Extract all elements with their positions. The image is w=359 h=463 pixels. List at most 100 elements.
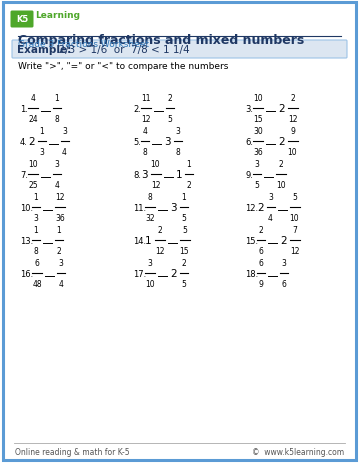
- Text: 3: 3: [175, 127, 180, 136]
- Text: 5: 5: [181, 279, 186, 288]
- Text: 3.: 3.: [245, 105, 253, 114]
- Text: 25: 25: [28, 181, 38, 189]
- Text: Grade 3 Fractions Worksheet: Grade 3 Fractions Worksheet: [18, 40, 149, 49]
- Text: 1: 1: [176, 169, 182, 180]
- Text: 1: 1: [34, 193, 38, 201]
- Text: ©  www.k5learning.com: © www.k5learning.com: [252, 447, 344, 456]
- Text: 11.: 11.: [133, 204, 146, 213]
- Text: 6: 6: [258, 246, 264, 256]
- Text: 13.: 13.: [20, 237, 33, 245]
- Text: 16.: 16.: [20, 269, 33, 278]
- Text: 10: 10: [288, 148, 297, 156]
- Text: 2: 2: [168, 94, 172, 103]
- Text: 48: 48: [32, 279, 42, 288]
- Text: 4: 4: [268, 213, 273, 223]
- Text: 1: 1: [181, 193, 186, 201]
- Text: 7: 7: [292, 225, 297, 234]
- Text: 3: 3: [281, 258, 286, 268]
- Text: 3: 3: [59, 258, 64, 268]
- Text: 3: 3: [164, 137, 171, 147]
- Text: 2: 2: [181, 258, 186, 268]
- FancyBboxPatch shape: [3, 3, 356, 460]
- Text: 5: 5: [292, 193, 297, 201]
- Text: 6: 6: [34, 258, 39, 268]
- Text: 3: 3: [39, 148, 44, 156]
- Text: 8.: 8.: [133, 171, 141, 180]
- Text: 2: 2: [279, 160, 283, 169]
- Text: 8: 8: [55, 115, 59, 124]
- Text: 15: 15: [180, 246, 189, 256]
- Text: 7.: 7.: [20, 171, 28, 180]
- Text: 5: 5: [181, 213, 186, 223]
- Text: 12: 12: [155, 246, 164, 256]
- Text: 8: 8: [148, 193, 152, 201]
- Text: Comparing fractions and mixed numbers: Comparing fractions and mixed numbers: [18, 34, 304, 47]
- Text: 2/3 > 1/6  or  7/8 < 1 1/4: 2/3 > 1/6 or 7/8 < 1 1/4: [52, 45, 190, 55]
- Text: 12: 12: [151, 181, 160, 189]
- Text: 10: 10: [151, 160, 160, 169]
- Text: 2: 2: [257, 202, 264, 213]
- Text: K5: K5: [16, 15, 28, 25]
- Text: 18.: 18.: [245, 269, 258, 278]
- Text: 2: 2: [187, 181, 191, 189]
- Text: 6: 6: [281, 279, 286, 288]
- Text: 2: 2: [280, 236, 286, 245]
- Text: 3: 3: [148, 258, 153, 268]
- Text: Example:: Example:: [17, 45, 71, 55]
- Text: 10: 10: [145, 279, 155, 288]
- Text: 5: 5: [182, 225, 187, 234]
- Text: 3: 3: [55, 160, 60, 169]
- Text: Online reading & math for K-5: Online reading & math for K-5: [15, 447, 130, 456]
- Text: 4: 4: [55, 181, 60, 189]
- Text: 5: 5: [255, 181, 260, 189]
- Text: 2: 2: [57, 246, 61, 256]
- Text: 2: 2: [278, 104, 285, 114]
- Text: 3: 3: [255, 160, 260, 169]
- Text: 10.: 10.: [20, 204, 33, 213]
- Text: 1: 1: [187, 160, 191, 169]
- Text: 2.: 2.: [133, 105, 141, 114]
- Text: 8: 8: [34, 246, 38, 256]
- Text: Write ">", "=" or "<" to compare the numbers: Write ">", "=" or "<" to compare the num…: [18, 62, 228, 71]
- Text: 1: 1: [57, 225, 61, 234]
- Text: 30: 30: [253, 127, 263, 136]
- Text: 9: 9: [258, 279, 264, 288]
- Text: 1: 1: [34, 225, 38, 234]
- Text: 4: 4: [31, 94, 36, 103]
- Text: 17.: 17.: [133, 269, 146, 278]
- Text: 36: 36: [55, 213, 65, 223]
- Text: 3: 3: [141, 169, 148, 180]
- Text: 2: 2: [258, 225, 264, 234]
- Text: Learning: Learning: [35, 12, 80, 20]
- Text: 3: 3: [170, 202, 177, 213]
- Text: 1: 1: [39, 127, 44, 136]
- Text: 8: 8: [143, 148, 148, 156]
- Text: 5.: 5.: [133, 138, 141, 147]
- Text: 4: 4: [59, 279, 64, 288]
- Text: 2: 2: [170, 269, 177, 278]
- Text: 4: 4: [143, 127, 148, 136]
- Text: 9: 9: [290, 127, 295, 136]
- Text: 12: 12: [290, 246, 299, 256]
- Text: 2: 2: [290, 94, 295, 103]
- Text: 36: 36: [253, 148, 263, 156]
- Text: 10: 10: [276, 181, 286, 189]
- Text: 1.: 1.: [20, 105, 28, 114]
- Text: 9.: 9.: [245, 171, 253, 180]
- Text: 12: 12: [141, 115, 151, 124]
- Text: 6: 6: [258, 258, 264, 268]
- FancyBboxPatch shape: [10, 12, 33, 28]
- Text: 4.: 4.: [20, 138, 28, 147]
- Text: 8: 8: [175, 148, 180, 156]
- Text: 2: 2: [28, 137, 34, 147]
- Text: 6.: 6.: [245, 138, 253, 147]
- Text: 10: 10: [290, 213, 299, 223]
- Text: 10: 10: [253, 94, 263, 103]
- Text: 15: 15: [253, 115, 263, 124]
- Text: 3: 3: [62, 127, 67, 136]
- Text: 12: 12: [288, 115, 297, 124]
- Text: 24: 24: [28, 115, 38, 124]
- Text: 11: 11: [141, 94, 151, 103]
- FancyBboxPatch shape: [12, 41, 347, 59]
- Text: 1: 1: [145, 236, 151, 245]
